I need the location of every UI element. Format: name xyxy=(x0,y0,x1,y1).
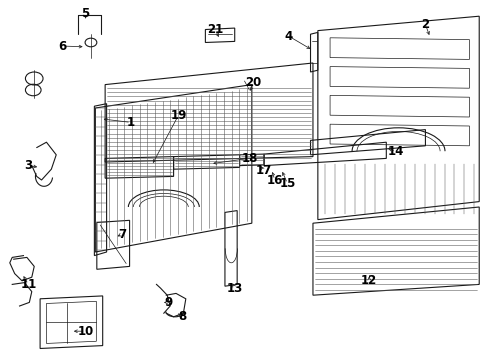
Text: 8: 8 xyxy=(178,310,185,323)
Text: 20: 20 xyxy=(244,76,261,89)
Text: 21: 21 xyxy=(206,23,223,36)
Text: 4: 4 xyxy=(284,30,292,42)
Text: 17: 17 xyxy=(255,165,272,177)
Text: 19: 19 xyxy=(170,109,186,122)
Text: 5: 5 xyxy=(81,7,89,20)
Text: 14: 14 xyxy=(387,145,404,158)
Text: 15: 15 xyxy=(279,177,295,190)
Text: 7: 7 xyxy=(118,228,126,240)
Text: 10: 10 xyxy=(77,325,94,338)
Text: 13: 13 xyxy=(226,282,243,294)
Text: 18: 18 xyxy=(241,152,257,165)
Text: 3: 3 xyxy=(24,159,32,172)
Text: 11: 11 xyxy=(20,278,37,291)
Text: 1: 1 xyxy=(127,116,135,129)
Text: 2: 2 xyxy=(421,18,428,31)
Text: 6: 6 xyxy=(59,40,66,53)
Text: 12: 12 xyxy=(360,274,377,287)
Text: 16: 16 xyxy=(266,174,283,186)
Text: 9: 9 xyxy=(164,296,172,309)
